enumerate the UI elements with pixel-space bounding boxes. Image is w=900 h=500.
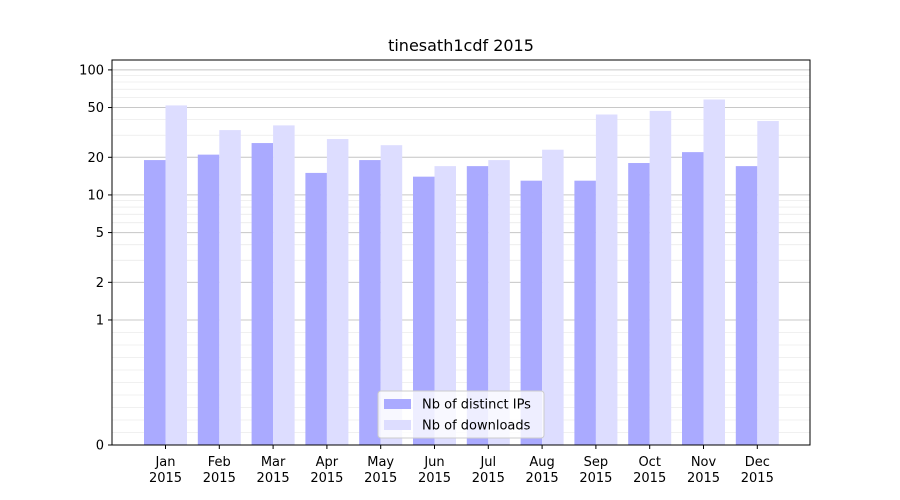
bar-distinct-ips (197, 154, 220, 446)
bar-downloads (273, 125, 295, 445)
x-tick-label: Dec 2015 (741, 455, 774, 486)
y-tick-label: 20 (87, 151, 104, 166)
bar-distinct-ips (466, 166, 489, 445)
legend-swatch (384, 420, 411, 430)
bar-distinct-ips (359, 160, 381, 445)
bar-distinct-ips (251, 143, 274, 445)
bar-downloads (380, 145, 403, 445)
chart-title: tinesath1cdf 2015 (388, 36, 534, 55)
legend-swatch (384, 399, 411, 409)
bar-downloads (165, 105, 187, 446)
bar-distinct-ips (574, 180, 596, 445)
legend-label: Nb of distinct IPs (422, 398, 531, 413)
y-axis: 0 1 2 5 10 20 50 100 (79, 63, 112, 454)
bar-downloads (434, 166, 456, 445)
bar-downloads (757, 121, 779, 446)
x-tick-label: Nov 2015 (687, 455, 720, 486)
x-tick-label: Apr 2015 (310, 455, 343, 486)
x-tick-label: Jul 2015 (472, 455, 505, 486)
x-tick-label: Jan 2015 (149, 455, 182, 486)
bar-downloads (649, 110, 672, 445)
y-tick-label: 2 (96, 276, 104, 291)
y-tick-label: 1 (96, 313, 104, 328)
bar-distinct-ips (520, 180, 543, 445)
bar-downloads (703, 99, 725, 446)
plot-frame (111, 59, 811, 446)
x-axis: Jan 2015 Feb 2015 Mar 2015 Apr 2015 May 2015 Jun 20… (149, 445, 774, 486)
bar-downloads (219, 130, 241, 445)
bar-distinct-ips (735, 166, 758, 445)
y-tick-label: 0 (96, 439, 104, 454)
bar-distinct-ips (144, 160, 166, 445)
bar-downloads (488, 160, 510, 445)
y-tick-label: 50 (87, 101, 104, 116)
legend: Nb of distinct IPs Nb of downloads (377, 390, 545, 439)
bar-downloads (326, 139, 349, 445)
bar-distinct-ips (413, 176, 435, 445)
x-tick-label: Sep 2015 (579, 455, 612, 486)
bar-distinct-ips (628, 163, 650, 445)
y-tick-label: 100 (79, 63, 104, 78)
bars (144, 99, 779, 446)
x-tick-label: Mar 2015 (257, 455, 290, 486)
x-tick-label: Feb 2015 (203, 455, 236, 486)
x-tick-label: May 2015 (364, 455, 397, 486)
y-tick-label: 5 (96, 226, 104, 241)
x-tick-label: Oct 2015 (633, 455, 666, 486)
x-tick-label: Aug 2015 (526, 455, 559, 486)
y-tick-label: 10 (87, 188, 104, 203)
bar-downloads (542, 149, 564, 446)
bar-distinct-ips (305, 172, 327, 445)
legend-label: Nb of downloads (422, 419, 531, 434)
x-tick-label: Jun 2015 (418, 455, 451, 486)
bar-downloads (595, 114, 618, 445)
bar-distinct-ips (682, 152, 704, 445)
legend-box (377, 390, 545, 439)
